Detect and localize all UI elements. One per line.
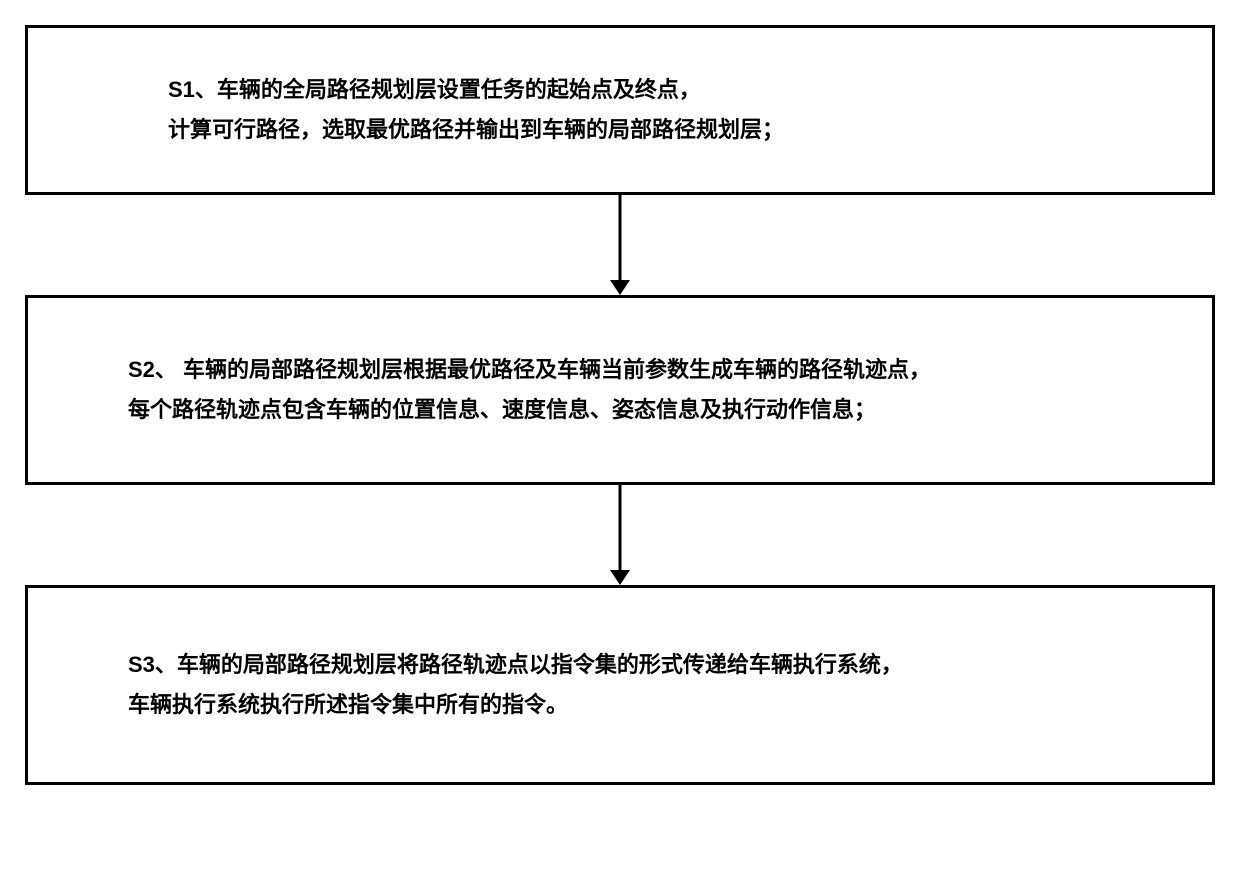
box-s3-text-container: S3、车辆的局部路径规划层将路径轨迹点以指令集的形式传递给车辆执行系统，车辆执行… — [68, 645, 903, 724]
arrow-head-1 — [610, 280, 630, 295]
box-s3-text: S3、车辆的局部路径规划层将路径轨迹点以指令集的形式传递给车辆执行系统，车辆执行… — [128, 645, 903, 724]
box-s1-text-container: S1、车辆的全局路径规划层设置任务的起始点及终点，计算可行路径，选取最优路径并输… — [68, 70, 784, 149]
arrow-s1-to-s2 — [25, 195, 1215, 295]
arrow-s2-to-s3 — [25, 485, 1215, 585]
flowchart-box-s3: S3、车辆的局部路径规划层将路径轨迹点以指令集的形式传递给车辆执行系统，车辆执行… — [25, 585, 1215, 785]
box-s2-text: S2、 车辆的局部路径规划层根据最优路径及车辆当前参数生成车辆的路径轨迹点，每个… — [128, 350, 931, 429]
flowchart-box-s1: S1、车辆的全局路径规划层设置任务的起始点及终点，计算可行路径，选取最优路径并输… — [25, 25, 1215, 195]
box-s2-text-container: S2、 车辆的局部路径规划层根据最优路径及车辆当前参数生成车辆的路径轨迹点，每个… — [68, 350, 931, 429]
arrow-line-2 — [619, 485, 622, 570]
arrow-line-1 — [619, 195, 622, 280]
arrow-head-2 — [610, 570, 630, 585]
flowchart-box-s2: S2、 车辆的局部路径规划层根据最优路径及车辆当前参数生成车辆的路径轨迹点，每个… — [25, 295, 1215, 485]
box-s1-text: S1、车辆的全局路径规划层设置任务的起始点及终点，计算可行路径，选取最优路径并输… — [168, 70, 784, 149]
